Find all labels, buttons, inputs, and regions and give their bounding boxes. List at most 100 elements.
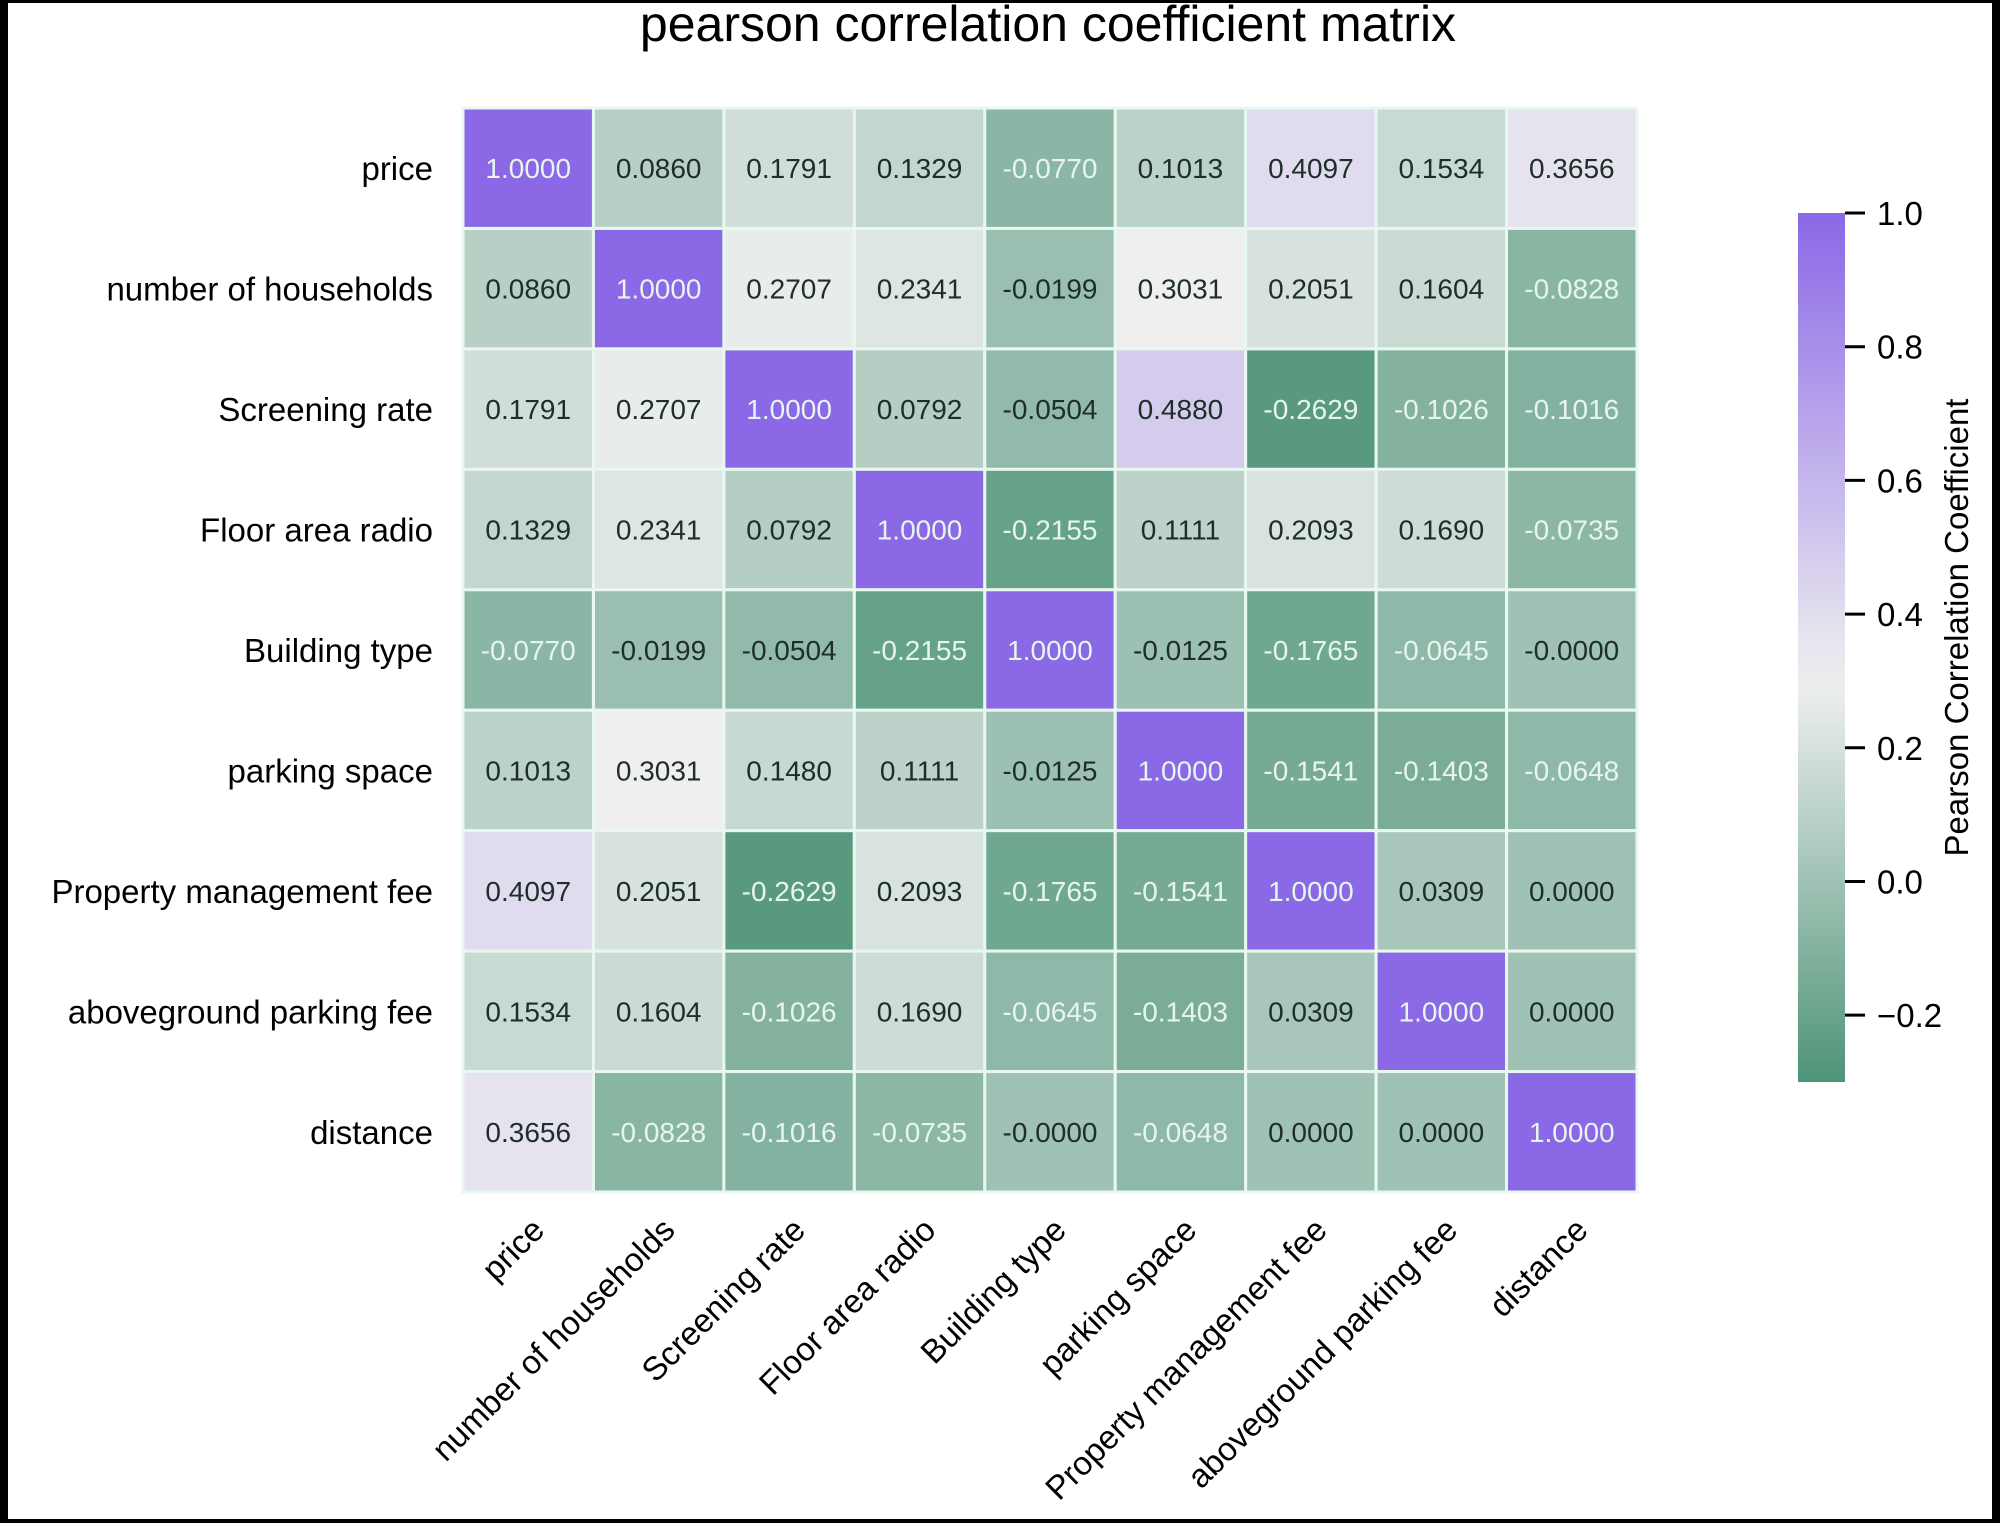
cell-value-label: -0.2629: [742, 876, 837, 907]
heatmap-cell: [461, 106, 595, 230]
cell-value-label: 1.0000: [877, 515, 963, 546]
heatmap-cell: [983, 829, 1117, 953]
cell-value-label: 0.2707: [746, 274, 832, 305]
cell-value-label: 0.3031: [616, 755, 702, 786]
cell-value-label: 0.1013: [485, 755, 571, 786]
heatmap-cell: [983, 226, 1117, 351]
cell-value-label: 1.0000: [1268, 876, 1354, 907]
cell-value-label: 0.0860: [485, 274, 571, 305]
cell-value-label: -0.0735: [1524, 515, 1619, 546]
cell-value-label: 0.2093: [877, 876, 963, 907]
heatmap-cell: [1244, 1070, 1378, 1194]
heatmap-cell: [1505, 1070, 1639, 1194]
cell-value-label: 0.1013: [1138, 153, 1224, 184]
heatmap-cell: [722, 949, 856, 1074]
cell-value-label: -0.0828: [611, 1117, 706, 1148]
heatmap-cell: [722, 1070, 856, 1194]
cell-value-label: 1.0000: [1007, 635, 1093, 666]
row-label: Floor area radio: [200, 512, 433, 549]
cell-value-label: 0.0000: [1399, 1117, 1485, 1148]
colorbar-tick-label: 1.0: [1877, 195, 1923, 232]
row-labels: price number of households Screening rate F…: [51, 150, 433, 1151]
cell-value-label: 0.4097: [485, 876, 571, 907]
cell-value-label: 0.0860: [616, 153, 702, 184]
heatmap-cell: [591, 829, 726, 953]
heatmap-cell: [983, 949, 1117, 1074]
heatmap-cell: [1505, 347, 1639, 471]
heatmap-cell: [461, 949, 595, 1074]
row-label: number of households: [106, 271, 433, 308]
cell-value-label: 0.4097: [1268, 153, 1354, 184]
cell-value-label: 0.0000: [1268, 1117, 1354, 1148]
cell-value-label: -0.0504: [742, 635, 837, 666]
heatmap-cell: [461, 588, 595, 712]
cell-value-label: 0.1329: [877, 153, 963, 184]
heatmap-cell: [591, 347, 726, 471]
cell-value-label: -0.0648: [1524, 755, 1619, 786]
cell-value-label: -0.0199: [611, 635, 706, 666]
cell-value-label: -0.0199: [1003, 274, 1098, 305]
heatmap-chart: pearson correlation coefficient matrix 1…: [51, 3, 1975, 1507]
cell-value-label: -0.0828: [1524, 274, 1619, 305]
cell-value-label: -0.1541: [1263, 755, 1358, 786]
cell-value-label: -0.0645: [1394, 635, 1489, 666]
row-label: parking space: [228, 752, 433, 789]
heatmap-cell: [461, 829, 595, 953]
cell-value-label: 0.1480: [746, 755, 832, 786]
cell-value-label: -0.1765: [1003, 876, 1098, 907]
heatmap-cell: [1244, 829, 1378, 953]
heatmap-cells: 1.0000 0.0860 0.1791 0.1329 -0.0770 0.1013 0.4…: [461, 106, 1639, 1194]
cell-value-label: 0.0000: [1529, 876, 1615, 907]
cell-value-label: 0.0000: [1529, 996, 1615, 1027]
heatmap-cell: [1374, 106, 1509, 230]
row-label: price: [361, 150, 433, 187]
cell-value-label: 0.1329: [485, 515, 571, 546]
cell-value-label: -0.1403: [1394, 755, 1489, 786]
cell-value-label: 0.2051: [616, 876, 702, 907]
heatmap-cell: [1244, 226, 1378, 351]
cell-value-label: 0.2093: [1268, 515, 1354, 546]
cell-value-label: 0.1111: [1141, 515, 1220, 546]
heatmap-cell: [1505, 949, 1639, 1074]
cell-value-label: 0.4880: [1138, 394, 1224, 425]
column-label: distance: [1482, 1211, 1595, 1324]
heatmap-cell: [852, 347, 987, 471]
cell-value-label: -0.0000: [1524, 635, 1619, 666]
cell-value-label: 0.0792: [877, 394, 963, 425]
cell-value-label: -0.0648: [1133, 1117, 1228, 1148]
heatmap-cell: [852, 1070, 987, 1194]
cell-value-label: 0.1534: [485, 996, 571, 1027]
cell-value-label: 0.0309: [1268, 996, 1354, 1027]
heatmap-cell: [461, 1070, 595, 1194]
heatmap-cell: [1113, 106, 1248, 230]
cell-value-label: 1.0000: [1529, 1117, 1615, 1148]
cell-value-label: 0.0309: [1399, 876, 1485, 907]
row-label: Property management fee: [51, 873, 433, 910]
colorbar-label: Pearson Correlation Coefficient: [1938, 399, 1975, 857]
colorbar: 1.0 0.8 0.6 0.4 0.2 0.0 −0.2 Pearson Correlatio…: [1798, 195, 1975, 1082]
colorbar-tick-label: −0.2: [1877, 997, 1942, 1034]
row-label: aboveground parking fee: [68, 993, 433, 1030]
heatmap-cell: [1113, 708, 1248, 833]
column-label: number of households: [425, 1211, 682, 1468]
heatmap-cell: [852, 467, 987, 592]
heatmap-cell: [852, 949, 987, 1074]
cell-value-label: -0.1016: [1524, 394, 1619, 425]
colorbar-gradient: [1798, 213, 1845, 1082]
cell-value-label: 0.3031: [1138, 274, 1224, 305]
cell-value-label: 1.0000: [616, 274, 702, 305]
heatmap-cell: [852, 708, 987, 833]
row-label: Building type: [244, 632, 433, 669]
cell-value-label: -0.0735: [872, 1117, 967, 1148]
heatmap-cell: [1244, 949, 1378, 1074]
heatmap-cell: [1113, 588, 1248, 712]
heatmap-cell: [1374, 226, 1509, 351]
colorbar-tick-label: 0.6: [1877, 462, 1923, 499]
heatmap-cell: [1113, 949, 1248, 1074]
chart-title: pearson correlation coefficient matrix: [640, 3, 1456, 52]
colorbar-tick-label: 0.8: [1877, 329, 1923, 366]
heatmap-cell: [591, 467, 726, 592]
chart-canvas: pearson correlation coefficient matrix 1…: [8, 3, 1992, 1519]
row-label: Screening rate: [218, 391, 433, 428]
